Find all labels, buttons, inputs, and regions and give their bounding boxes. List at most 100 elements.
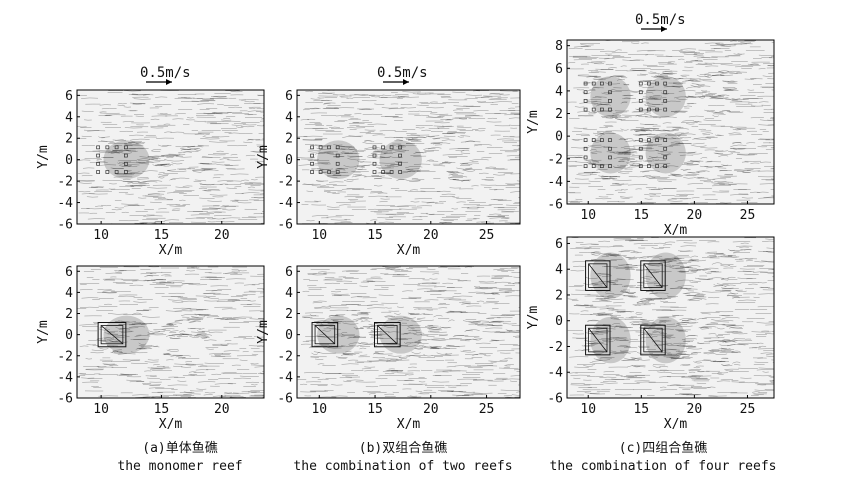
reef-marker-0 — [318, 170, 323, 174]
reef-marker-0 — [96, 145, 100, 150]
plot-frame — [76, 89, 265, 225]
reef-marker-0 — [335, 145, 340, 150]
y-tick-label: -4 — [277, 196, 293, 211]
reef-marker-0 — [583, 99, 588, 103]
reef-box-1 — [640, 260, 666, 291]
reef-marker-2 — [608, 138, 612, 142]
reef-inner-0 — [314, 325, 336, 345]
x-tick-label: 20 — [423, 402, 439, 417]
y-axis-label: Y/m — [526, 306, 541, 330]
y-axis-label: Y/m — [256, 145, 271, 169]
reef-inner-1 — [643, 263, 663, 288]
reef-inner-1 — [377, 325, 398, 345]
y-tick-label: -4 — [547, 175, 563, 190]
reef-marker-0 — [327, 145, 331, 150]
plot-frame — [76, 265, 265, 399]
flow-streaks — [77, 90, 264, 224]
y-tick-label: 2 — [555, 288, 563, 303]
x-tick-label: 15 — [154, 402, 170, 417]
y-tick-label: -2 — [547, 340, 563, 355]
reef-marker-0 — [583, 81, 588, 86]
x-tick-label: 20 — [214, 228, 230, 243]
x-axis-label: X/m — [664, 417, 688, 432]
reef-marker-3 — [663, 146, 668, 151]
reef-marker-3 — [655, 164, 659, 168]
reef-wake-2 — [590, 316, 631, 364]
reef-marker-2 — [583, 146, 588, 151]
reef-diagonal-1 — [377, 325, 398, 345]
y-tick-label: 4 — [65, 110, 73, 125]
x-tick-label: 25 — [479, 228, 495, 243]
reef-box-0 — [97, 321, 127, 348]
caption-a-en: the monomer reef — [117, 459, 243, 474]
reef-marker-0 — [327, 170, 331, 174]
y-tick-label: -2 — [277, 175, 293, 190]
reef-marker-0 — [608, 90, 612, 95]
reef-marker-1 — [663, 90, 668, 95]
reef-diagonal-3 — [643, 327, 663, 353]
x-tick-label: 20 — [214, 402, 230, 417]
reef-marker-2 — [608, 164, 612, 168]
reef-marker-0 — [600, 81, 604, 86]
reef-marker-2 — [600, 164, 604, 168]
reef-marker-1 — [663, 107, 668, 112]
y-tick-label: 6 — [65, 89, 73, 104]
reef-marker-0 — [124, 153, 128, 158]
reef-inner-3 — [643, 327, 663, 353]
x-tick-label: 10 — [311, 402, 327, 417]
x-tick-label: 25 — [740, 402, 756, 417]
caption-b: (b)双组合鱼礁 the combination of two reefs — [263, 440, 543, 476]
x-tick-label: 10 — [93, 228, 109, 243]
plot-frame — [566, 236, 775, 399]
y-tick-label: 0 — [285, 153, 293, 168]
y-tick-label: -4 — [57, 196, 73, 211]
velocity-scale-arrowhead — [403, 79, 409, 85]
reef-marker-1 — [663, 99, 668, 103]
x-tick-label: 10 — [580, 208, 596, 223]
reef-marker-1 — [638, 81, 643, 86]
reef-diagonal-1 — [643, 263, 663, 288]
reef-marker-0 — [310, 161, 314, 166]
reef-marker-0 — [608, 99, 612, 103]
reef-marker-3 — [647, 138, 651, 142]
reef-marker-1 — [655, 107, 659, 112]
panel-b-top: 10 15 20 25 -6 -4 -2 0 2 4 6 X/m Y/m 0.5m/s — [256, 65, 521, 258]
x-tick-label: 20 — [687, 208, 703, 223]
reef-marker-2 — [608, 155, 612, 160]
y-tick-label: 6 — [555, 62, 563, 77]
reef-marker-2 — [591, 164, 596, 168]
reef-marker-0 — [310, 145, 314, 150]
reef-wake-0 — [590, 76, 631, 117]
caption-a: (a)单体鱼礁 the monomer reef — [40, 440, 320, 476]
reef-marker-0 — [96, 153, 100, 158]
plot-frame — [296, 265, 521, 399]
reef-marker-3 — [647, 164, 651, 168]
reef-marker-1 — [638, 107, 643, 112]
reef-marker-3 — [655, 138, 659, 142]
y-tick-label: 6 — [285, 265, 293, 280]
reef-marker-0 — [591, 107, 596, 112]
caption-c-zh: (c)四组合鱼礁 — [618, 441, 708, 456]
x-tick-label: 10 — [311, 228, 327, 243]
reef-marker-0 — [124, 161, 128, 166]
reef-wake-0 — [103, 315, 150, 354]
y-tick-label: 4 — [285, 286, 293, 301]
y-tick-label: 4 — [65, 286, 73, 301]
reef-marker-0 — [114, 170, 119, 174]
reef-diagonal-0 — [100, 325, 124, 345]
reef-wake-1 — [379, 140, 422, 179]
panel-c-bottom: 10 15 20 25 -6 -4 -2 0 2 4 6 X/m Y/m — [526, 236, 775, 432]
y-tick-label: -2 — [547, 152, 563, 167]
reef-marker-0 — [608, 81, 612, 86]
reef-marker-0 — [335, 161, 340, 166]
caption-a-zh: (a)单体鱼礁 — [142, 441, 218, 456]
y-axis-label: Y/m — [36, 320, 51, 344]
y-tick-label: 2 — [65, 132, 73, 147]
x-axis-label: X/m — [159, 417, 183, 432]
panel-a-top: 10 15 20 -6 -4 -2 0 2 4 6 X/m Y/m 0.5m/s — [36, 65, 265, 258]
reef-marker-0 — [124, 145, 128, 150]
reef-marker-0 — [600, 107, 604, 112]
reef-marker-2 — [583, 138, 588, 142]
reef-marker-3 — [663, 155, 668, 160]
reef-marker-3 — [638, 138, 643, 142]
